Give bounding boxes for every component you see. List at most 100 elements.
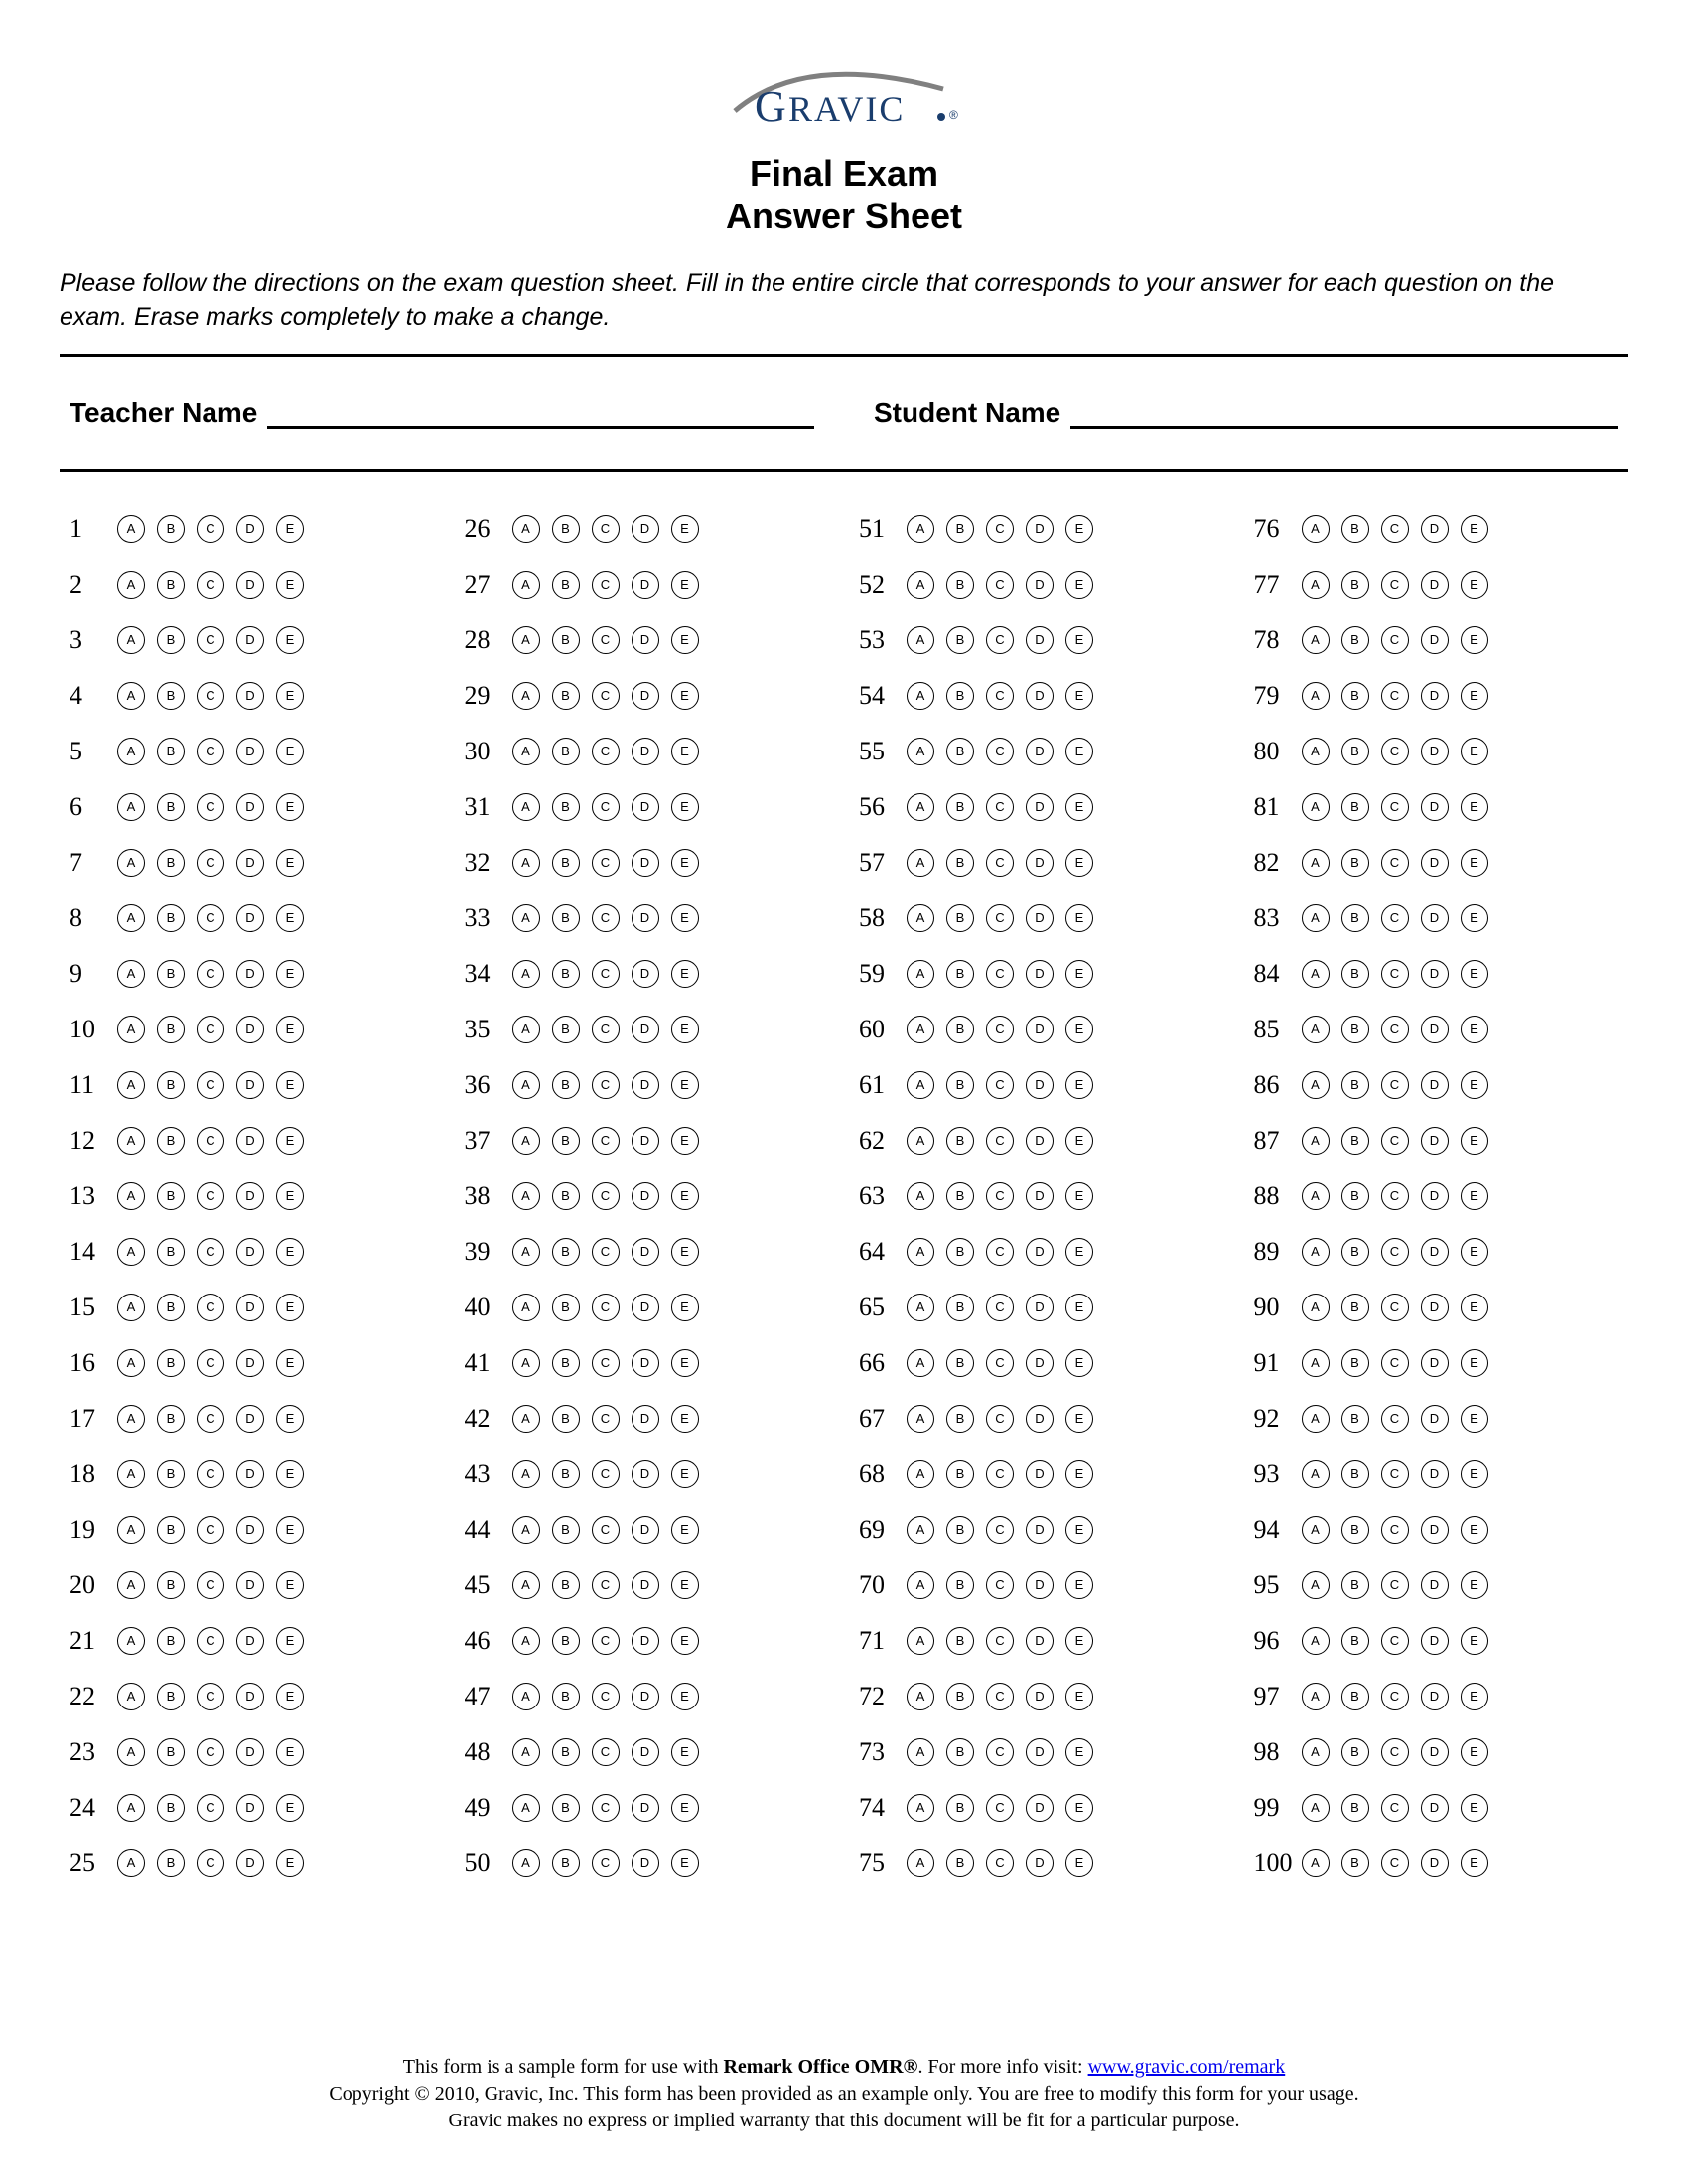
answer-bubble[interactable]: E bbox=[276, 1294, 304, 1321]
answer-bubble[interactable]: E bbox=[276, 1127, 304, 1155]
answer-bubble[interactable]: A bbox=[117, 1460, 145, 1488]
answer-bubble[interactable]: D bbox=[1026, 571, 1054, 599]
answer-bubble[interactable]: A bbox=[1302, 1405, 1330, 1433]
answer-bubble[interactable]: C bbox=[986, 1627, 1014, 1655]
answer-bubble[interactable]: B bbox=[946, 904, 974, 932]
answer-bubble[interactable]: D bbox=[236, 1349, 264, 1377]
answer-bubble[interactable]: A bbox=[512, 1571, 540, 1599]
answer-bubble[interactable]: A bbox=[512, 960, 540, 988]
answer-bubble[interactable]: D bbox=[632, 1460, 659, 1488]
answer-bubble[interactable]: B bbox=[946, 1849, 974, 1877]
answer-bubble[interactable]: C bbox=[197, 960, 224, 988]
answer-bubble[interactable]: E bbox=[671, 1627, 699, 1655]
answer-bubble[interactable]: E bbox=[1065, 1683, 1093, 1710]
answer-bubble[interactable]: E bbox=[671, 1349, 699, 1377]
answer-bubble[interactable]: E bbox=[1461, 1627, 1488, 1655]
answer-bubble[interactable]: E bbox=[1461, 1294, 1488, 1321]
answer-bubble[interactable]: B bbox=[157, 1627, 185, 1655]
answer-bubble[interactable]: B bbox=[552, 1460, 580, 1488]
answer-bubble[interactable]: D bbox=[1421, 904, 1449, 932]
answer-bubble[interactable]: C bbox=[197, 1349, 224, 1377]
answer-bubble[interactable]: C bbox=[197, 1071, 224, 1099]
answer-bubble[interactable]: A bbox=[1302, 793, 1330, 821]
answer-bubble[interactable]: B bbox=[552, 738, 580, 765]
answer-bubble[interactable]: E bbox=[1461, 904, 1488, 932]
answer-bubble[interactable]: C bbox=[986, 626, 1014, 654]
answer-bubble[interactable]: B bbox=[1341, 904, 1369, 932]
answer-bubble[interactable]: D bbox=[632, 1683, 659, 1710]
answer-bubble[interactable]: C bbox=[1381, 515, 1409, 543]
answer-bubble[interactable]: E bbox=[671, 515, 699, 543]
answer-bubble[interactable]: B bbox=[946, 626, 974, 654]
answer-bubble[interactable]: D bbox=[632, 849, 659, 877]
answer-bubble[interactable]: D bbox=[632, 1016, 659, 1043]
answer-bubble[interactable]: E bbox=[276, 1016, 304, 1043]
answer-bubble[interactable]: E bbox=[1065, 1849, 1093, 1877]
answer-bubble[interactable]: D bbox=[1026, 682, 1054, 710]
answer-bubble[interactable]: D bbox=[632, 1738, 659, 1766]
answer-bubble[interactable]: A bbox=[512, 849, 540, 877]
answer-bubble[interactable]: E bbox=[671, 1238, 699, 1266]
answer-bubble[interactable]: E bbox=[1461, 1238, 1488, 1266]
answer-bubble[interactable]: D bbox=[1026, 1071, 1054, 1099]
answer-bubble[interactable]: A bbox=[117, 849, 145, 877]
answer-bubble[interactable]: C bbox=[197, 738, 224, 765]
answer-bubble[interactable]: E bbox=[1461, 1849, 1488, 1877]
answer-bubble[interactable]: B bbox=[552, 1738, 580, 1766]
answer-bubble[interactable]: B bbox=[946, 682, 974, 710]
answer-bubble[interactable]: A bbox=[907, 571, 934, 599]
answer-bubble[interactable]: B bbox=[157, 960, 185, 988]
answer-bubble[interactable]: D bbox=[1421, 682, 1449, 710]
answer-bubble[interactable]: B bbox=[552, 626, 580, 654]
answer-bubble[interactable]: C bbox=[1381, 1016, 1409, 1043]
answer-bubble[interactable]: D bbox=[236, 1294, 264, 1321]
answer-bubble[interactable]: D bbox=[1421, 1516, 1449, 1544]
answer-bubble[interactable]: A bbox=[512, 571, 540, 599]
answer-bubble[interactable]: E bbox=[1065, 1571, 1093, 1599]
answer-bubble[interactable]: A bbox=[512, 515, 540, 543]
answer-bubble[interactable]: A bbox=[907, 793, 934, 821]
answer-bubble[interactable]: A bbox=[1302, 1571, 1330, 1599]
answer-bubble[interactable]: D bbox=[236, 738, 264, 765]
answer-bubble[interactable]: C bbox=[986, 515, 1014, 543]
answer-bubble[interactable]: B bbox=[552, 682, 580, 710]
answer-bubble[interactable]: B bbox=[946, 1683, 974, 1710]
answer-bubble[interactable]: B bbox=[1341, 1849, 1369, 1877]
answer-bubble[interactable]: E bbox=[1065, 515, 1093, 543]
answer-bubble[interactable]: D bbox=[632, 1627, 659, 1655]
answer-bubble[interactable]: C bbox=[986, 960, 1014, 988]
answer-bubble[interactable]: A bbox=[512, 1794, 540, 1822]
answer-bubble[interactable]: B bbox=[157, 793, 185, 821]
answer-bubble[interactable]: B bbox=[946, 1627, 974, 1655]
answer-bubble[interactable]: D bbox=[1026, 849, 1054, 877]
answer-bubble[interactable]: D bbox=[236, 960, 264, 988]
answer-bubble[interactable]: A bbox=[1302, 1238, 1330, 1266]
answer-bubble[interactable]: D bbox=[1421, 1016, 1449, 1043]
answer-bubble[interactable]: D bbox=[1026, 1238, 1054, 1266]
answer-bubble[interactable]: B bbox=[552, 793, 580, 821]
answer-bubble[interactable]: D bbox=[632, 1071, 659, 1099]
answer-bubble[interactable]: C bbox=[592, 1738, 620, 1766]
answer-bubble[interactable]: B bbox=[946, 1182, 974, 1210]
answer-bubble[interactable]: D bbox=[1421, 1349, 1449, 1377]
answer-bubble[interactable]: A bbox=[1302, 1182, 1330, 1210]
answer-bubble[interactable]: A bbox=[117, 1238, 145, 1266]
answer-bubble[interactable]: E bbox=[276, 1238, 304, 1266]
answer-bubble[interactable]: D bbox=[236, 1016, 264, 1043]
student-name-field[interactable]: Student Name bbox=[874, 397, 1618, 429]
answer-bubble[interactable]: A bbox=[907, 1405, 934, 1433]
answer-bubble[interactable]: A bbox=[512, 1405, 540, 1433]
answer-bubble[interactable]: E bbox=[1461, 571, 1488, 599]
answer-bubble[interactable]: A bbox=[1302, 1683, 1330, 1710]
answer-bubble[interactable]: E bbox=[1065, 1794, 1093, 1822]
answer-bubble[interactable]: D bbox=[1421, 1738, 1449, 1766]
answer-bubble[interactable]: C bbox=[592, 1627, 620, 1655]
answer-bubble[interactable]: A bbox=[117, 1683, 145, 1710]
answer-bubble[interactable]: B bbox=[157, 849, 185, 877]
answer-bubble[interactable]: E bbox=[671, 682, 699, 710]
answer-bubble[interactable]: A bbox=[117, 1127, 145, 1155]
answer-bubble[interactable]: D bbox=[1421, 738, 1449, 765]
answer-bubble[interactable]: B bbox=[552, 1571, 580, 1599]
answer-bubble[interactable]: C bbox=[592, 515, 620, 543]
answer-bubble[interactable]: E bbox=[1065, 1516, 1093, 1544]
